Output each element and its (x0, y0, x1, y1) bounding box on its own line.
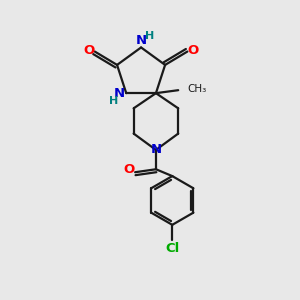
Text: O: O (187, 44, 198, 57)
Text: O: O (84, 44, 95, 57)
Text: N: N (114, 87, 125, 100)
Text: Cl: Cl (166, 242, 180, 254)
Text: H: H (109, 97, 119, 106)
Text: N: N (150, 143, 161, 156)
Text: H: H (145, 31, 154, 40)
Text: CH₃: CH₃ (187, 84, 206, 94)
Text: N: N (136, 34, 147, 47)
Text: O: O (123, 163, 134, 176)
